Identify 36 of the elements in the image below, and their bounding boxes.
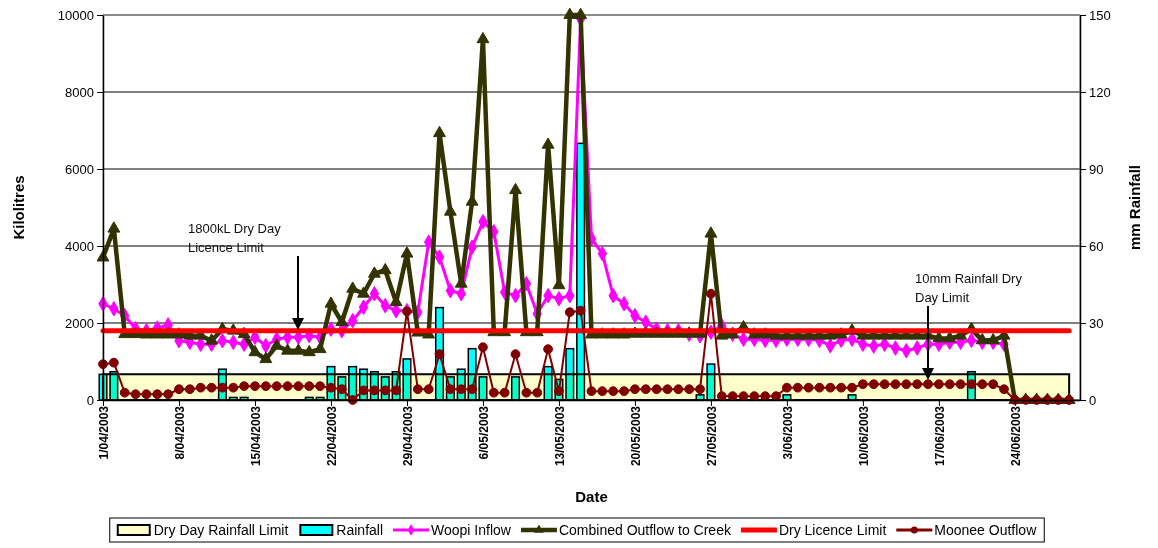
x-tick-label: 13/05/2003 [552, 405, 567, 467]
y-tick-label: 4000 [65, 238, 94, 254]
y-tick-label: 0 [86, 392, 94, 408]
legend-label: Moonee Outflow [934, 522, 1038, 538]
x-tick-label: 1/04/2003 [96, 405, 111, 460]
legend-label: Rainfall [336, 522, 384, 538]
annotation: 1800kL Dry Day Licence Limit [188, 221, 282, 255]
x-axis-title: Date [575, 488, 608, 505]
x-tick-label: 17/06/2003 [932, 405, 947, 467]
legend-label: Dry Licence Limit [778, 522, 887, 538]
legend-label: Woopi Inflow [431, 522, 512, 538]
x-tick-label: 29/04/2003 [400, 405, 415, 467]
y2-tick-label: 30 [1089, 315, 1104, 331]
x-tick-label: 20/05/2003 [628, 405, 643, 467]
x-tick-label: 24/06/2003 [1008, 405, 1023, 467]
y-tick-label: 6000 [65, 161, 94, 177]
annotation: 10mm Rainfall Dry Day Limit [915, 270, 1023, 305]
y2-axis-title: mm Rainfall [1126, 164, 1143, 251]
y2-tick-label: 90 [1089, 161, 1104, 177]
x-tick-label: 6/05/2003 [476, 405, 491, 460]
x-tick-label: 3/06/2003 [780, 405, 795, 460]
x-tick-label: 10/06/2003 [856, 405, 871, 467]
y2-tick-label: 0 [1089, 392, 1097, 408]
y2-tick-label: 60 [1089, 238, 1104, 254]
x-tick-label: 8/04/2003 [172, 405, 187, 460]
y2-tick-label: 120 [1089, 84, 1111, 100]
legend-label: Combined Outflow to Creek [558, 522, 732, 538]
y-tick-label: 8000 [65, 84, 94, 100]
x-tick-label: 27/05/2003 [704, 405, 719, 467]
legend-label: Dry Day Rainfall Limit [153, 522, 289, 538]
y-tick-label: 10000 [57, 7, 94, 23]
y2-tick-label: 150 [1089, 7, 1111, 23]
x-tick-label: 15/04/2003 [248, 405, 263, 467]
y-axis-title: Kilolitres [10, 175, 27, 240]
y-tick-label: 2000 [65, 315, 94, 331]
x-tick-label: 22/04/2003 [324, 405, 339, 467]
